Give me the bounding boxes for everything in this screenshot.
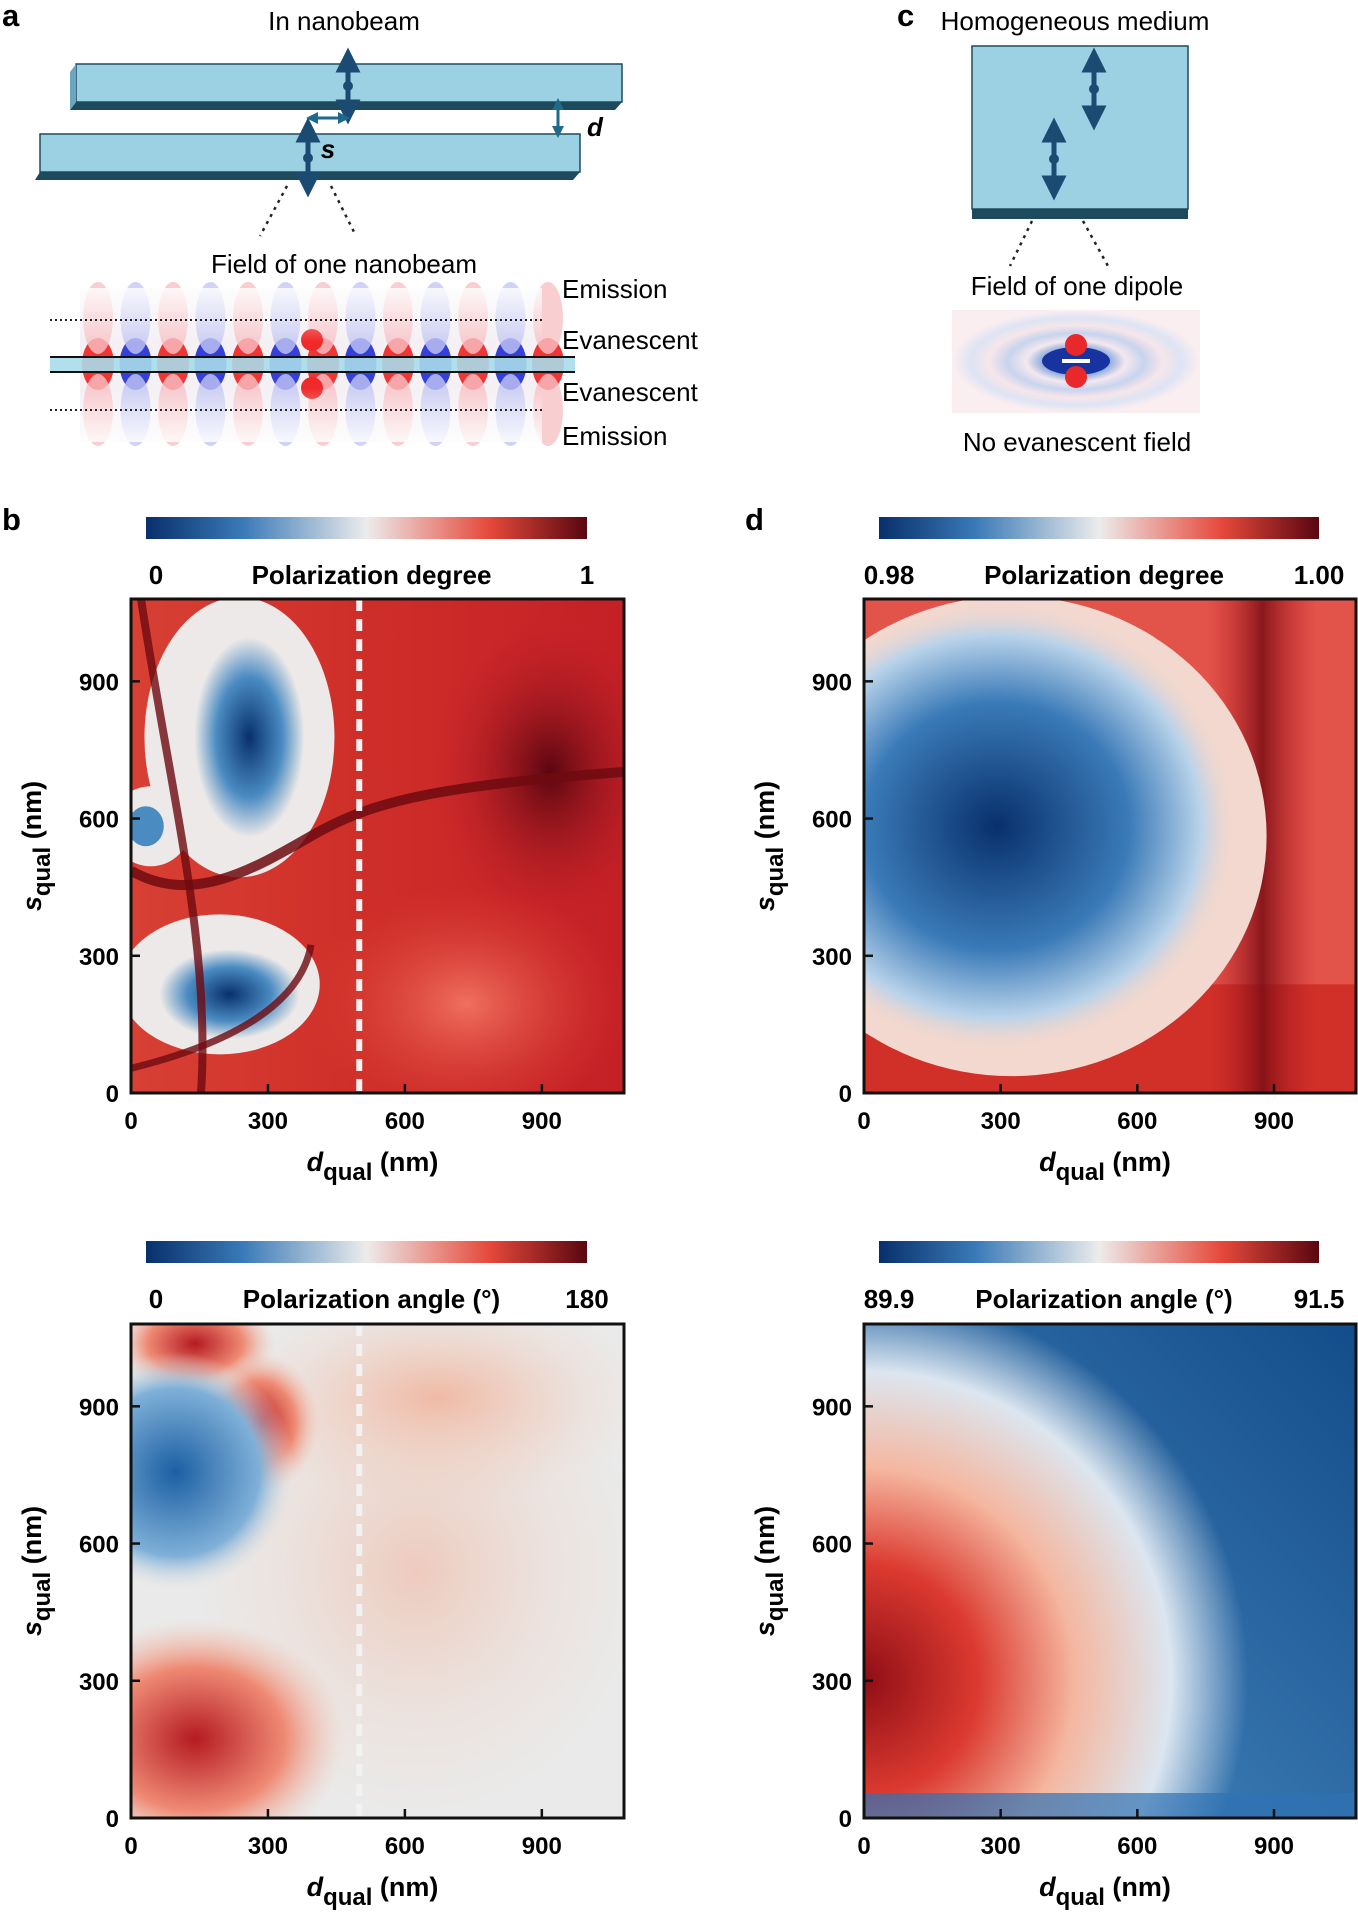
region-evanescent-top: Evanescent [562,325,699,355]
y-tick-label: 900 [79,1394,119,1421]
heatmap-panel-d-bottom: 0 300 600 900 0 300 600 900 dqual (nm) squal (nm)… [750,1241,1358,1911]
plot-frame [862,1322,1358,1820]
zoom-guide-left [258,185,289,237]
colorbar-title: Polarization degree [252,560,492,590]
colorbar-title: Polarization degree [984,560,1224,590]
colorbar [146,517,587,539]
y-tick-label: 900 [79,669,119,696]
heatmap-field [864,1324,1356,1818]
plot-frame [862,597,1358,1095]
x-tick-label: 300 [981,1833,1021,1860]
x-tick-label: 900 [522,1833,562,1860]
x-axis-label: dqual (nm) [1039,1872,1171,1911]
heatmap-field [864,599,1356,1093]
region-evanescent-bottom: Evanescent [562,377,699,407]
x-tick-label: 600 [385,1833,425,1860]
region-emission-bottom: Emission [562,421,667,451]
y-axis-label: squal (nm) [17,781,56,911]
y-tick-label: 300 [79,944,119,971]
colorbar-max-label: 180 [565,1284,608,1314]
colorbar [146,1241,587,1263]
x-tick-label: 300 [981,1108,1021,1135]
y-tick-label: 600 [79,807,119,834]
x-axis-label: dqual (nm) [307,1147,439,1186]
panel-label-c: c [897,0,914,33]
panel-label-b: b [2,502,21,537]
x-tick-label: 0 [124,1833,137,1860]
y-tick-label: 600 [812,1532,852,1559]
y-axis-label: squal (nm) [17,1506,56,1636]
panel-label-d: d [745,502,764,537]
d-label: d [587,112,604,142]
x-axis-label: dqual (nm) [307,1872,439,1911]
plot-frame [129,1322,626,1820]
heatmap-panel-b-top: 0 300 600 900 0 300 600 900 dqual (nm) squal (nm)… [17,517,626,1186]
colorbar-max-label: 91.5 [1294,1284,1345,1314]
heatmap-field [131,1324,624,1818]
panel-c-title: Homogeneous medium [941,6,1210,36]
y-tick-label: 300 [812,944,852,971]
no-evanescent-note: No evanescent field [963,427,1191,457]
x-tick-label: 600 [1117,1833,1157,1860]
panel-a-title: In nanobeam [268,6,420,36]
x-tick-label: 900 [522,1108,562,1135]
panel-a: In nanobeam s d Field of one nanobeam [35,6,699,451]
y-tick-label: 0 [839,1806,852,1833]
y-tick-label: 0 [106,1081,119,1108]
colorbar-min-label: 0.98 [864,560,915,590]
colorbar [879,517,1319,539]
y-tick-label: 0 [106,1806,119,1833]
region-emission-top: Emission [562,274,667,304]
panel-c: Homogeneous medium Field of one dipole N… [941,6,1210,457]
x-tick-label: 600 [1117,1108,1157,1135]
heatmap-panel-b-bottom: 0 300 600 900 0 300 600 900 dqual (nm) squal (nm)… [17,1241,626,1911]
x-tick-label: 900 [1254,1108,1294,1135]
colorbar-max-label: 1 [580,560,594,590]
colorbar-min-label: 0 [149,1284,163,1314]
y-tick-label: 900 [812,669,852,696]
colorbar [879,1241,1319,1263]
field-dipole-image [952,310,1200,413]
colorbar-title: Polarization angle (°) [243,1284,500,1314]
colorbar-min-label: 89.9 [864,1284,915,1314]
x-tick-label: 900 [1254,1833,1294,1860]
field-nanobeam-image [50,282,575,446]
colorbar-max-label: 1.00 [1294,560,1345,590]
y-tick-label: 0 [839,1081,852,1108]
zoom-guide-right [329,185,358,237]
field-dipole-title: Field of one dipole [971,271,1183,301]
y-tick-label: 600 [812,807,852,834]
x-tick-label: 300 [248,1108,288,1135]
plot-frame [129,597,626,1095]
y-tick-label: 300 [812,1669,852,1696]
panel-label-a: a [2,0,20,33]
s-label: s [321,134,335,164]
x-tick-label: 0 [857,1108,870,1135]
x-axis-label: dqual (nm) [1039,1147,1171,1186]
y-tick-label: 300 [79,1669,119,1696]
colorbar-title: Polarization angle (°) [975,1284,1232,1314]
homogeneous-medium-block [971,45,1189,219]
y-tick-label: 600 [79,1532,119,1559]
x-tick-label: 0 [124,1108,137,1135]
zoom-guide-c-left [1008,220,1034,267]
x-tick-label: 0 [857,1833,870,1860]
x-tick-label: 600 [385,1108,425,1135]
colorbar-min-label: 0 [149,560,163,590]
y-axis-label: squal (nm) [750,781,789,911]
field-nanobeam-title: Field of one nanobeam [211,249,477,279]
heatmap-panel-d-top: 0 300 600 900 0 300 600 900 dqual (nm) squal (nm)… [750,517,1358,1186]
heatmap-field [131,599,624,1093]
x-tick-label: 300 [248,1833,288,1860]
zoom-guide-c-right [1081,220,1110,267]
y-tick-label: 900 [812,1394,852,1421]
y-axis-label: squal (nm) [750,1506,789,1636]
